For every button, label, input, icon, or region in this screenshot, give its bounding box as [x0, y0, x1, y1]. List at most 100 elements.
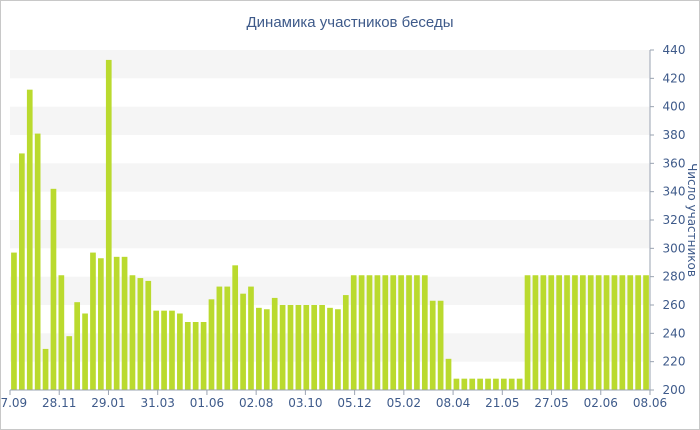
bar[interactable]: [390, 275, 397, 390]
bar[interactable]: [485, 378, 491, 390]
bar[interactable]: [635, 275, 641, 390]
bar[interactable]: [358, 275, 365, 390]
y-tick-label: 340: [663, 185, 686, 199]
grid-band: [10, 106, 650, 135]
bar[interactable]: [311, 305, 318, 390]
bar[interactable]: [627, 275, 634, 390]
bar[interactable]: [263, 309, 270, 390]
bar[interactable]: [50, 188, 57, 390]
bar[interactable]: [19, 153, 25, 390]
bar[interactable]: [477, 378, 483, 390]
bar[interactable]: [611, 275, 618, 390]
x-axis: 27.09 28.11 29.01 31.03 01.06 02.08 03.10 05.12…: [0, 389, 667, 410]
bar[interactable]: [34, 133, 41, 390]
y-tick-label: 380: [663, 128, 686, 142]
bar[interactable]: [232, 265, 239, 390]
bar[interactable]: [161, 310, 167, 390]
x-tick-label: 05.12: [337, 396, 371, 410]
bar[interactable]: [287, 305, 294, 390]
bar[interactable]: [121, 256, 128, 390]
y-tick-label: 220: [663, 355, 686, 369]
bar[interactable]: [587, 275, 594, 390]
y-tick-label: 400: [663, 100, 686, 114]
bar[interactable]: [295, 305, 302, 390]
bar[interactable]: [421, 275, 428, 390]
y-tick-label: 260: [663, 298, 686, 312]
grid-band: [10, 220, 650, 249]
bar[interactable]: [145, 280, 152, 390]
y-tick-label: 240: [663, 326, 686, 340]
bar[interactable]: [240, 293, 246, 390]
y-tick-label: 200: [663, 383, 686, 397]
bar[interactable]: [429, 300, 436, 390]
bar[interactable]: [461, 378, 468, 390]
bar[interactable]: [524, 275, 531, 390]
bar[interactable]: [366, 275, 373, 390]
bar[interactable]: [105, 59, 112, 391]
bar[interactable]: [256, 307, 262, 390]
bar[interactable]: [342, 295, 349, 390]
bar[interactable]: [469, 378, 476, 390]
bar[interactable]: [414, 275, 420, 390]
bar[interactable]: [153, 310, 160, 390]
bar[interactable]: [248, 286, 254, 390]
bar[interactable]: [564, 275, 570, 390]
bar[interactable]: [208, 299, 215, 390]
x-tick-label: 31.03: [141, 396, 175, 410]
bar[interactable]: [129, 275, 136, 390]
bar[interactable]: [58, 275, 65, 390]
bar[interactable]: [532, 275, 539, 390]
bar[interactable]: [224, 286, 231, 390]
bar[interactable]: [406, 275, 412, 390]
bar[interactable]: [595, 275, 602, 390]
bar[interactable]: [516, 378, 523, 390]
y-tick-label: 420: [663, 71, 686, 85]
bar[interactable]: [445, 358, 452, 390]
bar[interactable]: [271, 297, 278, 390]
bar[interactable]: [177, 313, 183, 391]
bar[interactable]: [113, 256, 120, 390]
bar[interactable]: [42, 348, 49, 390]
bar[interactable]: [66, 336, 73, 390]
bar[interactable]: [279, 305, 286, 390]
bar[interactable]: [137, 278, 144, 390]
bar[interactable]: [335, 309, 341, 390]
bar[interactable]: [374, 275, 381, 390]
bar[interactable]: [74, 302, 81, 390]
bar[interactable]: [350, 275, 357, 390]
bar[interactable]: [90, 252, 96, 390]
bar[interactable]: [572, 275, 578, 390]
bar[interactable]: [508, 378, 515, 390]
bar[interactable]: [398, 275, 404, 390]
bar[interactable]: [303, 305, 310, 390]
bar[interactable]: [11, 252, 17, 390]
bar[interactable]: [500, 378, 507, 390]
bar[interactable]: [556, 275, 562, 390]
bar[interactable]: [192, 322, 199, 390]
bar[interactable]: [98, 258, 104, 390]
bar[interactable]: [619, 275, 626, 390]
bar[interactable]: [319, 305, 325, 390]
bar[interactable]: [453, 378, 460, 390]
x-tick-label: 01.06: [190, 396, 224, 410]
bar[interactable]: [184, 322, 191, 390]
bar[interactable]: [327, 307, 333, 390]
bar[interactable]: [26, 89, 33, 391]
bar[interactable]: [548, 275, 555, 390]
bar[interactable]: [382, 275, 389, 390]
bar[interactable]: [437, 300, 444, 390]
bar[interactable]: [540, 275, 547, 390]
bar[interactable]: [580, 275, 586, 390]
bar[interactable]: [169, 310, 175, 390]
x-tick-label: 28.11: [42, 396, 76, 410]
bar[interactable]: [643, 275, 649, 390]
x-tick-label: 27.09: [0, 396, 27, 410]
bar[interactable]: [603, 275, 610, 390]
chart-title: Динамика участников беседы: [246, 14, 454, 31]
bar[interactable]: [200, 322, 207, 390]
y-axis: 200 220 240 260 280 300 320 340 360 380 400 420 440: [649, 43, 686, 397]
bar[interactable]: [493, 378, 499, 390]
bar[interactable]: [216, 286, 223, 390]
bar[interactable]: [82, 313, 88, 391]
x-tick-label: 05.02: [387, 396, 421, 410]
